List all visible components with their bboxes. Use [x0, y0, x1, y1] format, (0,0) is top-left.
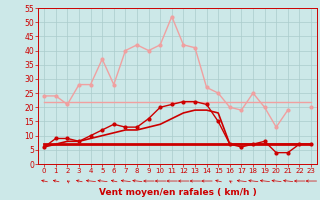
X-axis label: Vent moyen/en rafales ( km/h ): Vent moyen/en rafales ( km/h ) [99, 188, 256, 197]
